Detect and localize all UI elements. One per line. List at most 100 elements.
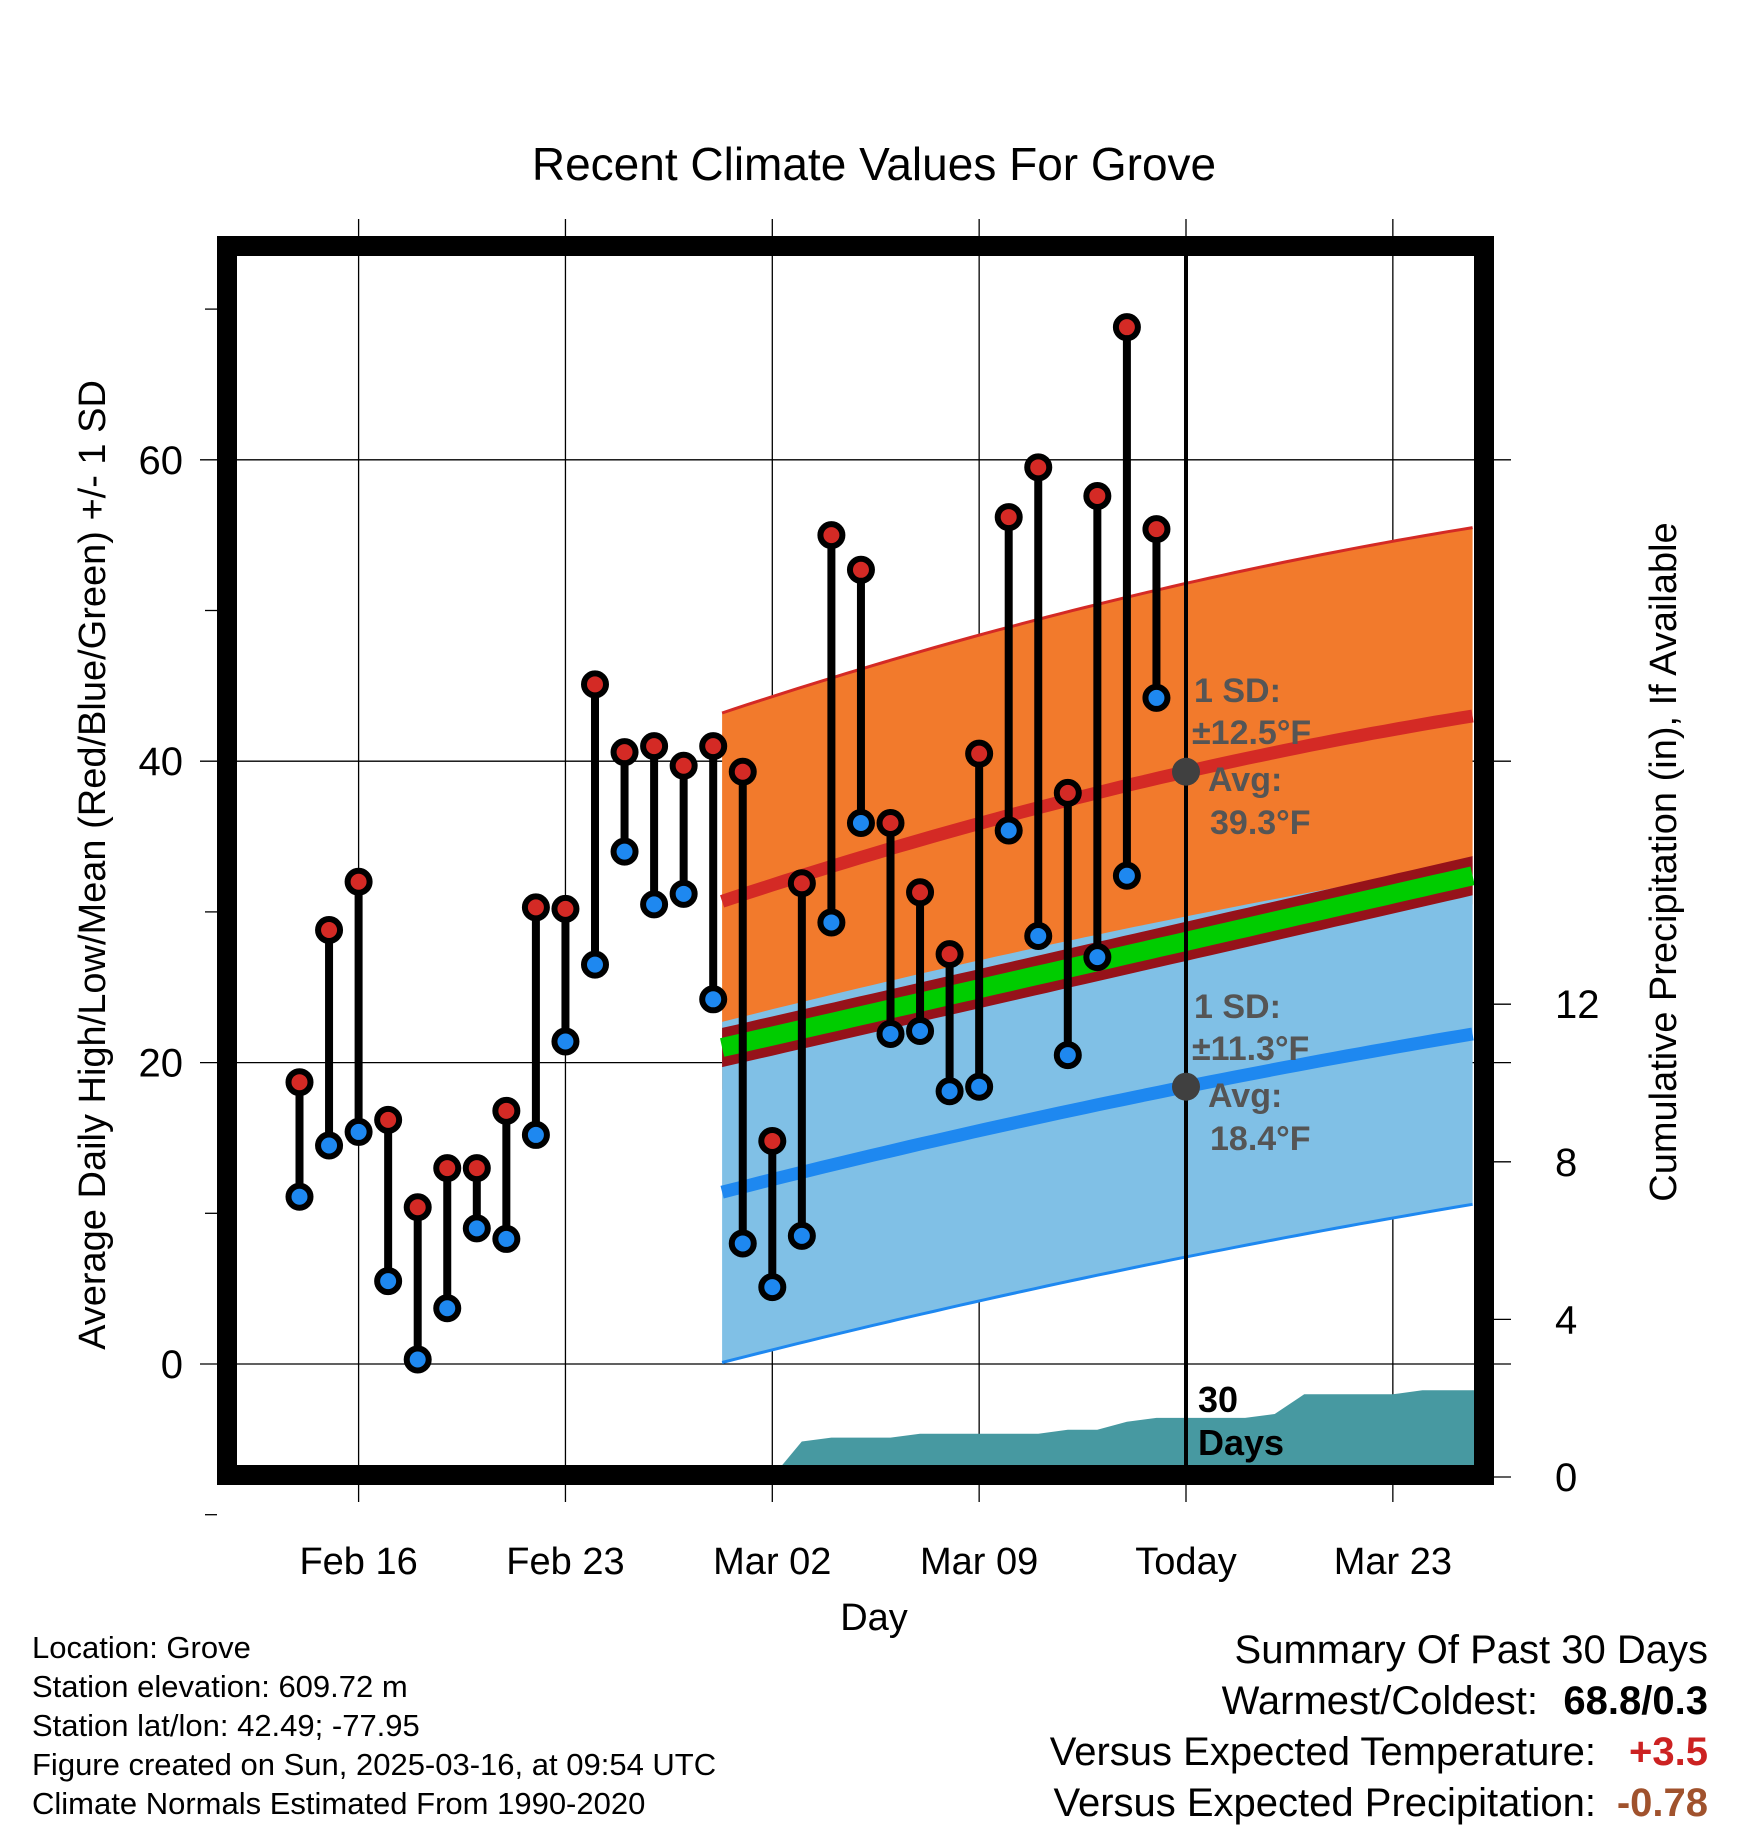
y-tick-label: 40 [139, 740, 184, 784]
chart-title: Recent Climate Values For Grove [532, 138, 1216, 190]
summary-warmest-coldest: Warmest/Coldest: 68.8/0.3 [1050, 1676, 1708, 1727]
location-text: Location: Grove [32, 1630, 251, 1665]
daily-low-point [403, 1345, 432, 1374]
plot-frame-border [217, 236, 1494, 1485]
axes: 0 20 40 60 0 4 8 12 Feb 16 Feb 23 Mar 02 Mar 09 Toda… [139, 308, 1600, 1583]
temp-label: Versus Expected Temperature: [1049, 1730, 1596, 1774]
elevation-text: Station elevation: 609.72 m [32, 1669, 408, 1704]
daily-low-point [315, 1131, 344, 1160]
daily-low-point [728, 1229, 757, 1258]
daily-low-point [521, 1120, 550, 1149]
daily-low-point [462, 1214, 491, 1243]
summary-panel: Summary Of Past 30 Days Warmest/Coldest:… [1050, 1625, 1708, 1829]
precipitation-area [225, 1390, 1748, 1477]
daily-low-point [699, 985, 728, 1014]
daily-high-point [1024, 453, 1053, 482]
low-avg-label: Avg: [1208, 1077, 1282, 1115]
plot-frame [217, 236, 1494, 1485]
daily-high-point [817, 521, 846, 550]
daily-low-point [787, 1221, 816, 1250]
daily-high-point [315, 915, 344, 944]
high-sd-value: ±12.5°F [1192, 714, 1311, 752]
daily-low-point [994, 816, 1023, 845]
daily-low-point [669, 879, 698, 908]
daily-low-point [1024, 922, 1053, 951]
low-sd-label: 1 SD: [1194, 988, 1281, 1026]
daily-high-point [699, 732, 728, 761]
normal-low-lower-edge [721, 1202, 1473, 1364]
y-axis-label: Average Daily High/Low/Mean (Red/Blue/Gr… [72, 380, 114, 1350]
daily-high-point [846, 555, 875, 584]
daily-low-point [1053, 1041, 1082, 1070]
today-normal-low-marker [1172, 1072, 1200, 1101]
daily-low-point [374, 1267, 403, 1296]
daily-low-point [610, 837, 639, 866]
precip-label: Versus Expected Precipitation: [1053, 1781, 1596, 1825]
daily-high-point [1112, 313, 1141, 342]
x-tick-label: Feb 23 [506, 1541, 624, 1583]
daily-bars [285, 313, 1171, 1374]
daily-high-point [965, 739, 994, 768]
today-marker [1172, 244, 1200, 1477]
normals-text: Climate Normals Estimated From 1990-2020 [32, 1786, 646, 1821]
y-tick-label: 20 [139, 1042, 184, 1086]
annotations: 1 SD: ±12.5°F Avg: 39.3°F 1 SD: ±11.3°F Avg: 18… [1192, 672, 1311, 1463]
precip-days-label-number: 30 [1198, 1379, 1238, 1420]
daily-low-point [817, 908, 846, 937]
high-avg-value: 39.3°F [1210, 804, 1311, 842]
daily-high-point [521, 893, 550, 922]
daily-low-point [285, 1182, 314, 1211]
y2-tick-label: 0 [1555, 1456, 1577, 1500]
x-tick-label: Mar 23 [1334, 1541, 1452, 1583]
daily-low-point [1142, 683, 1171, 712]
daily-low-point [344, 1117, 373, 1146]
latlon-text: Station lat/lon: 42.49; -77.95 [32, 1708, 420, 1743]
temp-value: +3.5 [1629, 1730, 1708, 1774]
daily-high-point [758, 1126, 787, 1155]
daily-low-point [965, 1072, 994, 1101]
y2-tick-label: 8 [1555, 1141, 1577, 1185]
daily-high-point [344, 867, 373, 896]
x-axis-label: Day [840, 1597, 908, 1639]
x-tick-label: Today [1135, 1541, 1236, 1583]
daily-high-point [994, 503, 1023, 532]
daily-high-point [492, 1096, 521, 1125]
daily-low-point [1083, 943, 1112, 972]
daily-high-point [935, 940, 964, 969]
daily-low-point [433, 1294, 462, 1323]
daily-high-point [787, 869, 816, 898]
y2-tick-label: 4 [1555, 1298, 1577, 1342]
daily-low-point [551, 1027, 580, 1056]
daily-low-point [1112, 861, 1141, 890]
high-sd-label: 1 SD: [1194, 672, 1281, 710]
normal-low-line [720, 1027, 1474, 1199]
daily-high-point [1142, 515, 1171, 544]
daily-high-point [551, 894, 580, 923]
daily-high-point [610, 738, 639, 767]
daily-low-point [492, 1224, 521, 1253]
summary-temperature: Versus Expected Temperature: +3.5 [1050, 1727, 1708, 1778]
low-sd-value: ±11.3°F [1192, 1030, 1309, 1068]
daily-high-point [876, 808, 905, 837]
daily-high-point [581, 670, 609, 699]
daily-high-point [1053, 778, 1082, 807]
x-tick-label: Mar 09 [920, 1541, 1038, 1583]
daily-low-point [758, 1273, 787, 1302]
daily-high-point [433, 1154, 462, 1183]
y2-tick-label: 12 [1555, 983, 1600, 1027]
low-avg-value: 18.4°F [1210, 1120, 1311, 1158]
daily-low-point [846, 808, 875, 837]
y-tick-label: 0 [161, 1343, 183, 1387]
warmest-coldest-label: Warmest/Coldest: [1221, 1679, 1538, 1723]
station-info: Location: Grove Station elevation: 609.7… [32, 1628, 716, 1823]
today-normal-high-marker [1172, 757, 1200, 786]
y2-axis-label: Cumulative Precipitation (in), If Availa… [1643, 522, 1685, 1201]
precip-days-label-text: Days [1198, 1422, 1284, 1463]
daily-low-point [906, 1016, 935, 1045]
daily-high-point [640, 732, 669, 761]
daily-low-point [581, 950, 609, 979]
summary-title: Summary Of Past 30 Days [1234, 1628, 1708, 1672]
daily-high-point [906, 878, 935, 907]
y-tick-label: 60 [139, 439, 184, 483]
